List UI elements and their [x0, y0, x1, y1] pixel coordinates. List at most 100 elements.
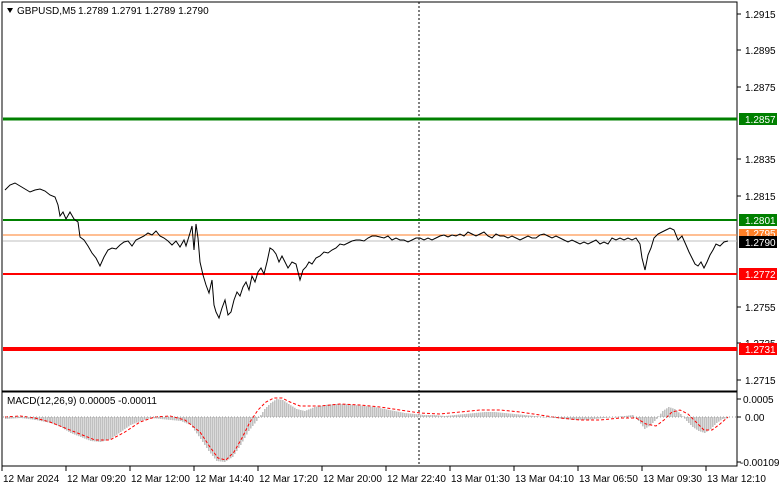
macd-bar — [304, 411, 306, 417]
macd-bar — [470, 413, 472, 417]
macd-bar — [204, 417, 206, 445]
price-axis[interactable] — [737, 13, 741, 381]
macd-bar — [74, 417, 76, 435]
macd-bar — [630, 415, 632, 417]
macd-bar — [314, 407, 316, 417]
macd-bar — [462, 414, 464, 417]
macd-bar — [290, 405, 292, 417]
macd-bar — [460, 414, 462, 417]
macd-bar — [588, 417, 590, 420]
level-label-bg-6 — [739, 343, 777, 355]
macd-bar — [264, 409, 266, 417]
macd-bar — [104, 417, 106, 441]
macd-bar — [484, 412, 486, 417]
macd-bar — [596, 417, 598, 419]
macd-bar — [54, 417, 56, 425]
macd-bar — [578, 417, 580, 420]
macd-bar — [582, 417, 584, 420]
macd-bar — [438, 415, 440, 417]
macd-bar — [608, 417, 610, 418]
macd-bar — [678, 412, 680, 417]
macd-bar — [620, 416, 622, 417]
time-tick-10: 13 Mar 06:50 — [579, 474, 638, 485]
macd-bar — [28, 417, 30, 420]
price-pane[interactable] — [1, 1, 738, 392]
macd-bar — [170, 417, 172, 420]
macd-bar — [176, 417, 178, 421]
macd-bar — [324, 405, 326, 417]
price-line — [4, 182, 729, 320]
level-label-6: 1.2731 — [745, 345, 776, 356]
macd-bar — [328, 404, 330, 417]
macd-bar — [13, 417, 15, 419]
macd-bar — [158, 417, 160, 419]
macd-bar — [570, 417, 572, 420]
macd-bar — [49, 417, 51, 423]
macd-bar — [632, 415, 634, 417]
macd-bar — [390, 410, 392, 417]
macd-bar — [544, 417, 546, 418]
macd-bar — [128, 417, 130, 427]
macd-bar — [386, 409, 388, 417]
macd-tick-bottom: -0.00109 — [740, 458, 780, 469]
macd-bar — [418, 414, 420, 417]
macd-bar — [622, 416, 624, 417]
macd-bar — [100, 417, 102, 442]
macd-bar — [524, 415, 526, 417]
macd-bar — [192, 417, 194, 428]
macd-bar — [698, 417, 700, 431]
macd-bar — [43, 417, 45, 422]
macd-bar — [414, 414, 416, 417]
level-label-bg-1 — [739, 113, 777, 125]
macd-bar — [37, 417, 39, 421]
macd-bar — [350, 404, 352, 417]
macd-bar — [716, 417, 718, 423]
macd-bar — [118, 417, 120, 434]
time-tick-6: 12 Mar 20:00 — [323, 474, 382, 485]
macd-bar — [380, 408, 382, 417]
macd-bar — [656, 417, 658, 419]
macd-bar — [60, 417, 62, 427]
macd-bar — [420, 414, 422, 417]
macd-bar — [482, 412, 484, 417]
macd-bar — [580, 417, 582, 420]
macd-bar — [502, 412, 504, 417]
macd-bar — [142, 417, 144, 421]
time-axis[interactable] — [1, 466, 707, 471]
macd-bar — [494, 412, 496, 417]
macd-bar — [480, 412, 482, 417]
macd-bar — [670, 407, 672, 417]
macd-bar — [566, 417, 568, 420]
macd-bar — [394, 411, 396, 417]
macd-bar — [504, 413, 506, 417]
macd-bar — [564, 417, 566, 419]
macd-bar — [586, 417, 588, 420]
macd-bar — [684, 417, 686, 419]
macd-bar — [64, 417, 66, 430]
macd-bar — [80, 417, 82, 437]
price-tick-6: 1.2755 — [745, 303, 776, 314]
macd-bar — [464, 414, 466, 417]
macd-bar — [144, 417, 146, 420]
macd-bar — [288, 404, 290, 417]
macd-bar — [550, 417, 552, 418]
macd-bar — [76, 417, 78, 436]
macd-bar — [90, 417, 92, 441]
macd-bar — [146, 417, 148, 420]
macd-bar — [554, 417, 556, 418]
macd-bar — [172, 417, 174, 421]
macd-bar — [92, 417, 94, 442]
macd-bar — [96, 417, 98, 442]
macd-bar — [440, 415, 442, 417]
macd-bar — [234, 417, 236, 454]
macd-bar — [532, 415, 534, 417]
macd-bar — [458, 414, 460, 417]
macd-bar — [344, 404, 346, 417]
chart-menu-triangle-icon[interactable] — [7, 8, 13, 13]
time-tick-12: 13 Mar 12:10 — [707, 474, 766, 485]
macd-tick-top: 0.0005 — [743, 395, 774, 406]
macd-bar — [680, 414, 682, 417]
macd-bar — [116, 417, 118, 435]
macd-bar — [354, 405, 356, 417]
